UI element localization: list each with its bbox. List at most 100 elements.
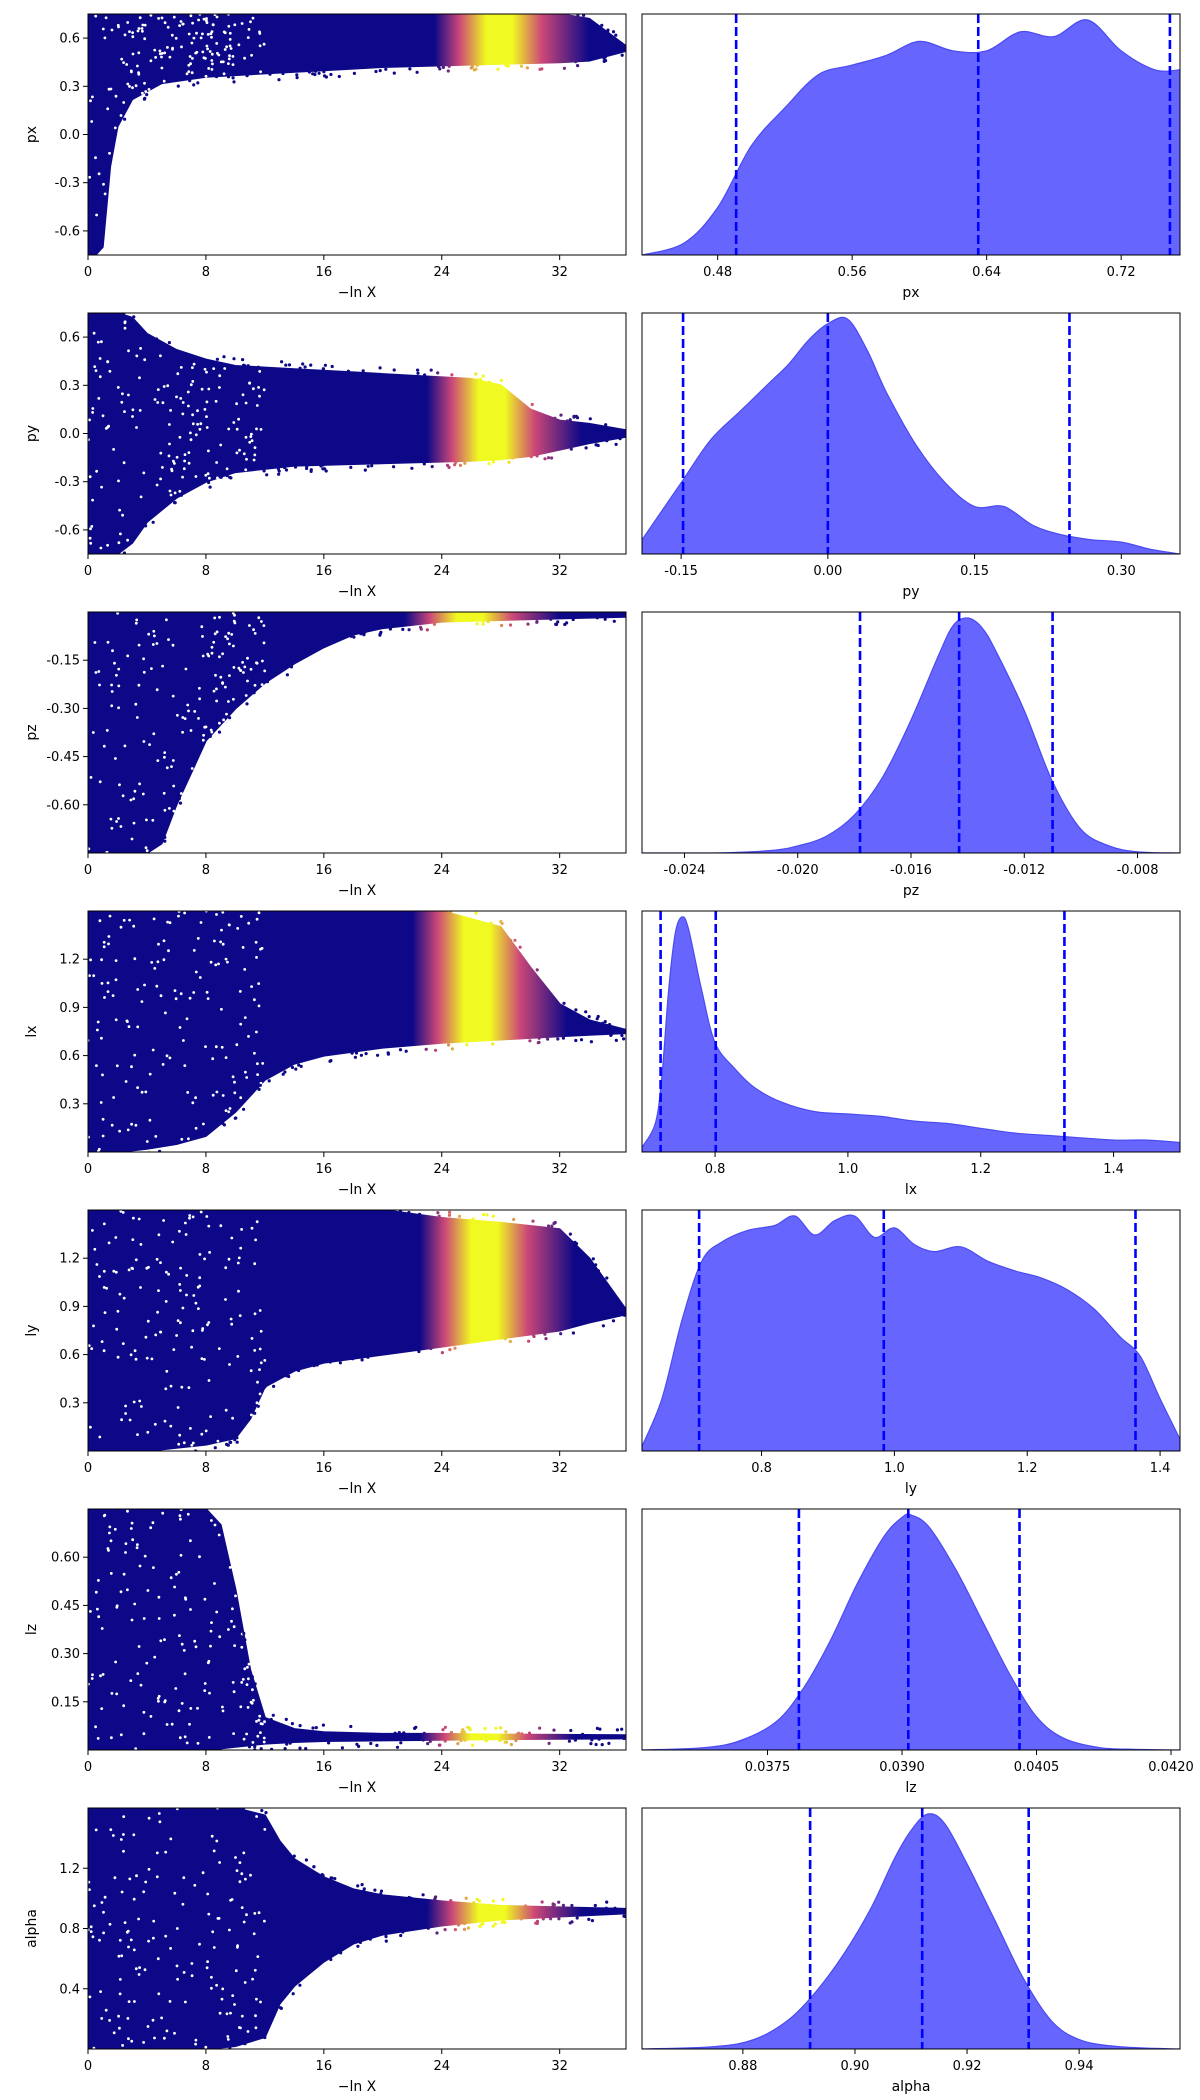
- sparse-gap: [142, 657, 146, 661]
- edge-sample-dot: [283, 603, 286, 606]
- sparse-gap: [155, 1875, 159, 1879]
- edge-sample-dot: [107, 2051, 110, 2054]
- sparse-gap: [233, 23, 237, 27]
- sparse-gap: [125, 1930, 129, 1934]
- sparse-gap: [191, 1329, 195, 1333]
- sparse-gap: [160, 66, 164, 70]
- sparse-gap: [123, 320, 127, 324]
- edge-sample-dot: [574, 414, 579, 418]
- edge-sample-dot: [337, 74, 341, 79]
- sparse-gap: [159, 1261, 162, 1264]
- sparse-gap: [168, 2000, 172, 2003]
- edge-sample-dot: [124, 905, 127, 908]
- sparse-gap: [255, 661, 258, 665]
- edge-sample-dot: [356, 1884, 360, 1888]
- sparse-gap: [92, 2046, 96, 2049]
- sparse-gap: [90, 120, 94, 123]
- sparse-gap: [251, 1977, 255, 1981]
- sparse-gap: [262, 1740, 266, 1744]
- sparse-gap: [145, 1266, 149, 1270]
- edge-sample-dot: [279, 9, 282, 12]
- edge-sample-dot: [401, 627, 405, 632]
- sparse-gap: [91, 731, 95, 734]
- sparse-gap: [261, 1062, 265, 1065]
- sparse-gap: [132, 1216, 135, 1220]
- sparse-gap: [137, 683, 141, 687]
- sparse-gap: [233, 2003, 236, 2006]
- sparse-gap: [174, 997, 178, 1001]
- edge-sample-dot: [572, 607, 575, 610]
- sparse-gap: [157, 17, 161, 20]
- sparse-gap: [123, 410, 126, 413]
- edge-sample-dot: [380, 9, 383, 12]
- sparse-gap: [88, 1344, 91, 1347]
- edge-sample-dot: [128, 904, 131, 907]
- sparse-gap: [182, 1649, 186, 1652]
- sparse-gap: [248, 624, 251, 627]
- edge-sample-dot: [531, 1219, 535, 1223]
- edge-sample-dot: [291, 1992, 295, 1996]
- sparse-gap: [163, 1700, 167, 1704]
- sparse-gap: [110, 1736, 113, 1740]
- sparse-gap: [117, 2014, 120, 2018]
- sparse-gap: [166, 920, 170, 924]
- edge-sample-dot: [448, 911, 453, 914]
- sparse-gap: [205, 990, 209, 994]
- x-tick-label: 16: [316, 863, 333, 878]
- sparse-gap: [196, 1741, 200, 1745]
- y-axis-label: px: [24, 126, 40, 143]
- edge-sample-dot: [611, 30, 616, 34]
- sparse-gap: [255, 404, 259, 407]
- edge-sample-dot: [373, 1888, 377, 1892]
- sparse-gap: [190, 41, 194, 45]
- sparse-gap: [215, 630, 219, 634]
- edge-sample-dot: [511, 1217, 516, 1222]
- sparse-gap: [253, 1968, 257, 1972]
- edge-sample-dot: [301, 362, 305, 366]
- edge-sample-dot: [278, 9, 281, 12]
- marginal-axes-frame-11: [641, 1508, 1181, 1751]
- sparse-gap: [191, 57, 194, 60]
- sparse-gap: [224, 957, 228, 961]
- sparse-gap: [227, 1257, 231, 1261]
- sparse-gap: [126, 538, 129, 542]
- sparse-gap: [88, 974, 91, 977]
- edge-sample-dot: [608, 1023, 612, 1027]
- sparse-gap: [110, 28, 114, 32]
- edge-sample-dot: [205, 906, 208, 909]
- sparse-gap: [205, 1215, 209, 1218]
- sparse-gap: [246, 679, 249, 683]
- edge-sample-dot: [290, 1722, 294, 1726]
- sparse-gap: [153, 398, 157, 401]
- edge-sample-dot: [225, 474, 229, 478]
- sparse-gap: [183, 459, 187, 463]
- sparse-gap: [212, 367, 216, 370]
- sparse-gap: [198, 1555, 201, 1559]
- sparse-gap: [100, 485, 103, 489]
- sparse-gap: [126, 21, 130, 24]
- sparse-gap: [145, 849, 149, 853]
- edge-sample-dot: [535, 6, 538, 9]
- sparse-gap: [233, 613, 236, 617]
- sparse-gap: [102, 1222, 106, 1226]
- sparse-gap: [210, 651, 214, 655]
- sparse-gap: [103, 36, 107, 40]
- sparse-gap: [141, 91, 144, 95]
- sparse-gap: [151, 2018, 155, 2022]
- sparse-gap: [215, 1983, 219, 1987]
- sparse-gap: [168, 807, 171, 810]
- edge-sample-dot: [118, 1504, 121, 1507]
- sparse-gap: [159, 477, 163, 481]
- sparse-gap: [130, 1266, 134, 1270]
- edge-sample-dot: [307, 904, 310, 907]
- edge-sample-dot: [354, 6, 357, 9]
- sparse-gap: [252, 1698, 255, 1702]
- edge-sample-dot: [458, 1214, 462, 1218]
- edge-sample-dot: [333, 1877, 337, 1881]
- sparse-gap: [179, 1321, 182, 1325]
- edge-sample-dot: [104, 305, 107, 308]
- sparse-gap: [178, 1736, 182, 1740]
- sparse-gap: [102, 1349, 106, 1353]
- edge-sample-dot: [475, 63, 479, 67]
- sparse-gap: [210, 59, 214, 62]
